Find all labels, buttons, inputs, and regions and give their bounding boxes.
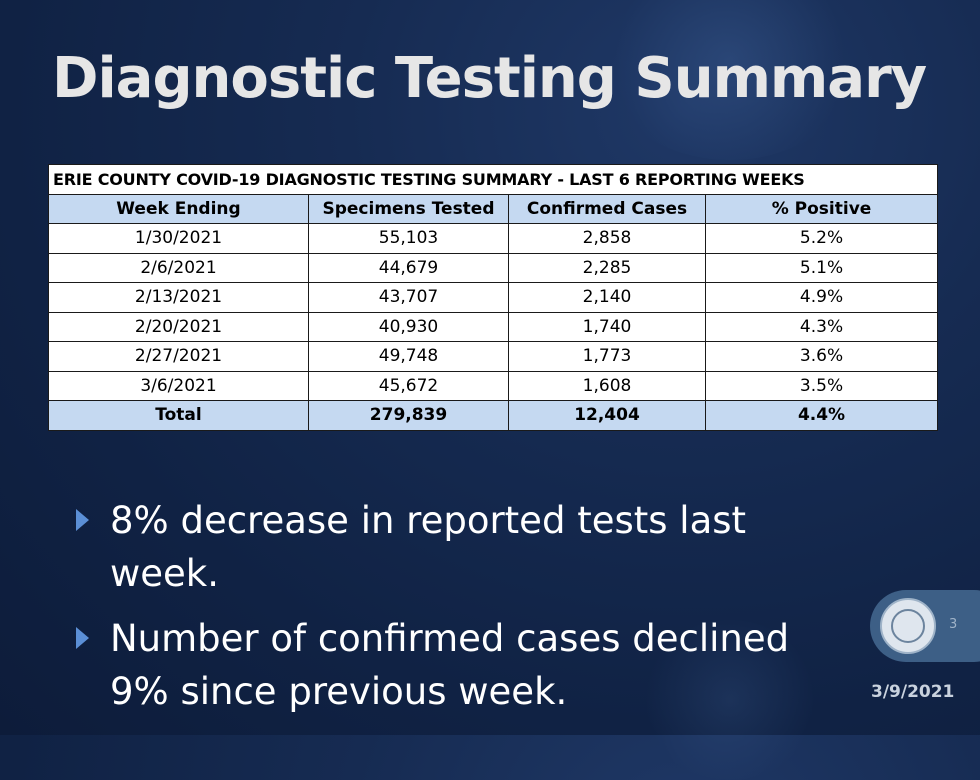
page-number: 3 bbox=[949, 617, 958, 632]
table-cell: 3.6% bbox=[704, 341, 939, 372]
table-cell: 4.3% bbox=[704, 311, 939, 342]
table-cell: 1,773 bbox=[508, 341, 706, 372]
table-row: 1/30/2021 55,103 2,858 5.2% bbox=[48, 223, 939, 254]
column-header: Week Ending bbox=[48, 193, 309, 224]
table-cell: 2/27/2021 bbox=[48, 341, 309, 372]
table-caption: ERIE COUNTY COVID-19 DIAGNOSTIC TESTING … bbox=[47, 164, 939, 195]
table-cell: 5.2% bbox=[704, 223, 939, 254]
table-row: 3/6/2021 45,672 1,608 3.5% bbox=[48, 370, 939, 401]
table-cell: 55,103 bbox=[308, 223, 509, 254]
slide-title: Diagnostic Testing Summary bbox=[52, 46, 927, 111]
table-header-row: Week Ending Specimens Tested Confirmed C… bbox=[48, 193, 939, 224]
table-cell: 49,748 bbox=[308, 341, 509, 372]
table-cell: 279,839 bbox=[308, 400, 509, 431]
table-cell: 12,404 bbox=[508, 400, 706, 431]
background-glow bbox=[600, 0, 860, 160]
table-cell: 45,672 bbox=[308, 370, 509, 401]
table-cell: 40,930 bbox=[308, 311, 509, 342]
column-header: % Positive bbox=[704, 193, 939, 224]
bullet-item: Number of confirmed cases declined 9% si… bbox=[72, 612, 852, 718]
bullet-text: Number of confirmed cases declined 9% si… bbox=[110, 617, 790, 713]
table-cell: 2,140 bbox=[508, 282, 706, 313]
bullet-text: 8% decrease in reported tests last week. bbox=[110, 499, 747, 595]
table-cell: 2/20/2021 bbox=[48, 311, 309, 342]
table-cell: 43,707 bbox=[308, 282, 509, 313]
bullet-list: 8% decrease in reported tests last week.… bbox=[72, 494, 852, 730]
bullet-item: 8% decrease in reported tests last week. bbox=[72, 494, 852, 600]
table-row: 2/13/2021 43,707 2,140 4.9% bbox=[48, 282, 939, 313]
table-cell: 2/6/2021 bbox=[48, 252, 309, 283]
table-cell: 1,740 bbox=[508, 311, 706, 342]
testing-summary-table: ERIE COUNTY COVID-19 DIAGNOSTIC TESTING … bbox=[47, 164, 939, 431]
table-cell: 2,858 bbox=[508, 223, 706, 254]
table-cell: 3/6/2021 bbox=[48, 370, 309, 401]
table-cell: 5.1% bbox=[704, 252, 939, 283]
table-cell: 4.4% bbox=[704, 400, 939, 431]
table-cell: 1/30/2021 bbox=[48, 223, 309, 254]
bullet-arrow-icon bbox=[76, 627, 89, 649]
table-cell: 1,608 bbox=[508, 370, 706, 401]
bullet-arrow-icon bbox=[76, 509, 89, 531]
table-row: 2/27/2021 49,748 1,773 3.6% bbox=[48, 341, 939, 372]
column-header: Specimens Tested bbox=[308, 193, 509, 224]
table-cell: Total bbox=[48, 400, 309, 431]
table-cell: 4.9% bbox=[704, 282, 939, 313]
table-row: 2/6/2021 44,679 2,285 5.1% bbox=[48, 252, 939, 283]
column-header: Confirmed Cases bbox=[508, 193, 706, 224]
slide-date: 3/9/2021 bbox=[871, 682, 955, 702]
table-cell: 2,285 bbox=[508, 252, 706, 283]
table-cell: 3.5% bbox=[704, 370, 939, 401]
table-total-row: Total 279,839 12,404 4.4% bbox=[48, 400, 939, 431]
table-cell: 2/13/2021 bbox=[48, 282, 309, 313]
county-seal-icon bbox=[880, 598, 936, 654]
table-row: 2/20/2021 40,930 1,740 4.3% bbox=[48, 311, 939, 342]
table-cell: 44,679 bbox=[308, 252, 509, 283]
